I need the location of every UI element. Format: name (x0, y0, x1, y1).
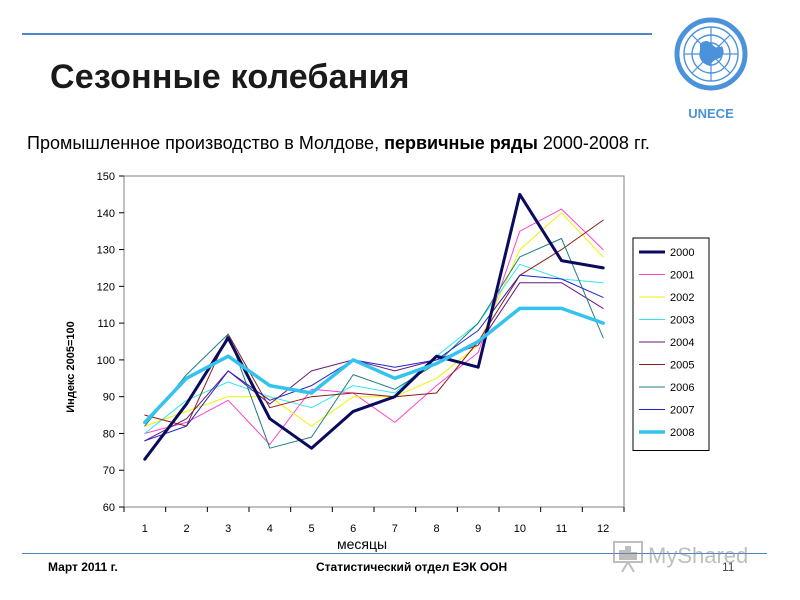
y-tick-label: 90 (103, 392, 115, 404)
subtitle-text: Промышленное производство в Молдове, (27, 133, 385, 153)
legend-label-2000: 2000 (670, 247, 694, 259)
legend-label-2004: 2004 (670, 337, 694, 349)
series-line-2003 (144, 263, 604, 434)
x-tick-label: 6 (350, 523, 356, 535)
bottom-accent-rule (22, 553, 767, 554)
subtitle-emphasis: первичные ряды (384, 133, 538, 153)
unece-logo: UNECE (674, 17, 748, 121)
x-tick-label: 11 (556, 523, 567, 535)
legend-label-2008: 2008 (670, 427, 694, 439)
x-tick-label: 8 (433, 523, 439, 535)
y-tick-label: 80 (103, 428, 115, 440)
x-tick-label: 10 (514, 523, 526, 535)
chart-series (143, 192, 605, 461)
legend-label-2003: 2003 (670, 315, 694, 327)
x-tick-label: 12 (597, 523, 609, 535)
legend-label-2005: 2005 (670, 360, 694, 372)
y-tick-label: 150 (97, 171, 115, 183)
y-tick-label: 70 (103, 465, 115, 477)
watermark: MyShared (613, 541, 748, 573)
un-emblem-icon (674, 17, 748, 91)
y-tick-label: 130 (97, 245, 115, 257)
series-line-2004 (144, 282, 604, 442)
footer-date: Март 2011 г. (48, 560, 118, 574)
x-axis-label: месяцы (337, 536, 387, 552)
legend-label-2007: 2007 (670, 405, 694, 417)
slide-subtitle: Промышленное производство в Молдове, пер… (27, 133, 797, 154)
series-line-2008 (143, 306, 605, 425)
series-line-2001 (144, 208, 604, 445)
watermark-text: MyShared (648, 543, 748, 568)
y-tick-label: 140 (97, 208, 115, 220)
x-tick-label: 2 (183, 523, 189, 535)
plot-area (123, 175, 625, 508)
subtitle-years: 2000-2008 гг. (537, 133, 650, 153)
presentation-icon (613, 541, 643, 573)
y-tick-label: 120 (97, 281, 115, 293)
y-tick-label: 110 (97, 318, 115, 330)
chart-axes (119, 175, 625, 512)
series-line-2007 (144, 274, 604, 442)
chart-legend: 2000 2001 2002 2003 2004 2005 2006 2007 2008 (632, 237, 710, 451)
y-tick-label: 60 (103, 502, 115, 514)
logo-text: UNECE (688, 106, 734, 121)
x-tick-label: 7 (392, 523, 398, 535)
page-number: 11 (722, 560, 735, 574)
x-tick-label: 4 (267, 523, 273, 535)
slide-title: Сезонные колебания (50, 58, 410, 96)
x-tick-label: 5 (308, 523, 314, 535)
footer-organization: Статистический отдел ЕЭК ООН (316, 560, 508, 574)
series-line-2002 (144, 212, 604, 427)
legend-label-2001: 2001 (670, 270, 694, 282)
legend-label-2006: 2006 (670, 382, 694, 394)
legend-box (632, 237, 710, 451)
legend-label-2002: 2002 (670, 292, 694, 304)
x-tick-label: 3 (225, 523, 231, 535)
top-accent-rule (22, 33, 652, 35)
series-line-2000 (143, 192, 605, 461)
x-tick-label: 1 (142, 523, 148, 535)
y-axis-label: Индекс 2005=100 (65, 321, 77, 412)
series-line-2006 (144, 238, 604, 449)
x-tick-label: 9 (475, 523, 481, 535)
y-tick-label: 100 (97, 355, 115, 367)
